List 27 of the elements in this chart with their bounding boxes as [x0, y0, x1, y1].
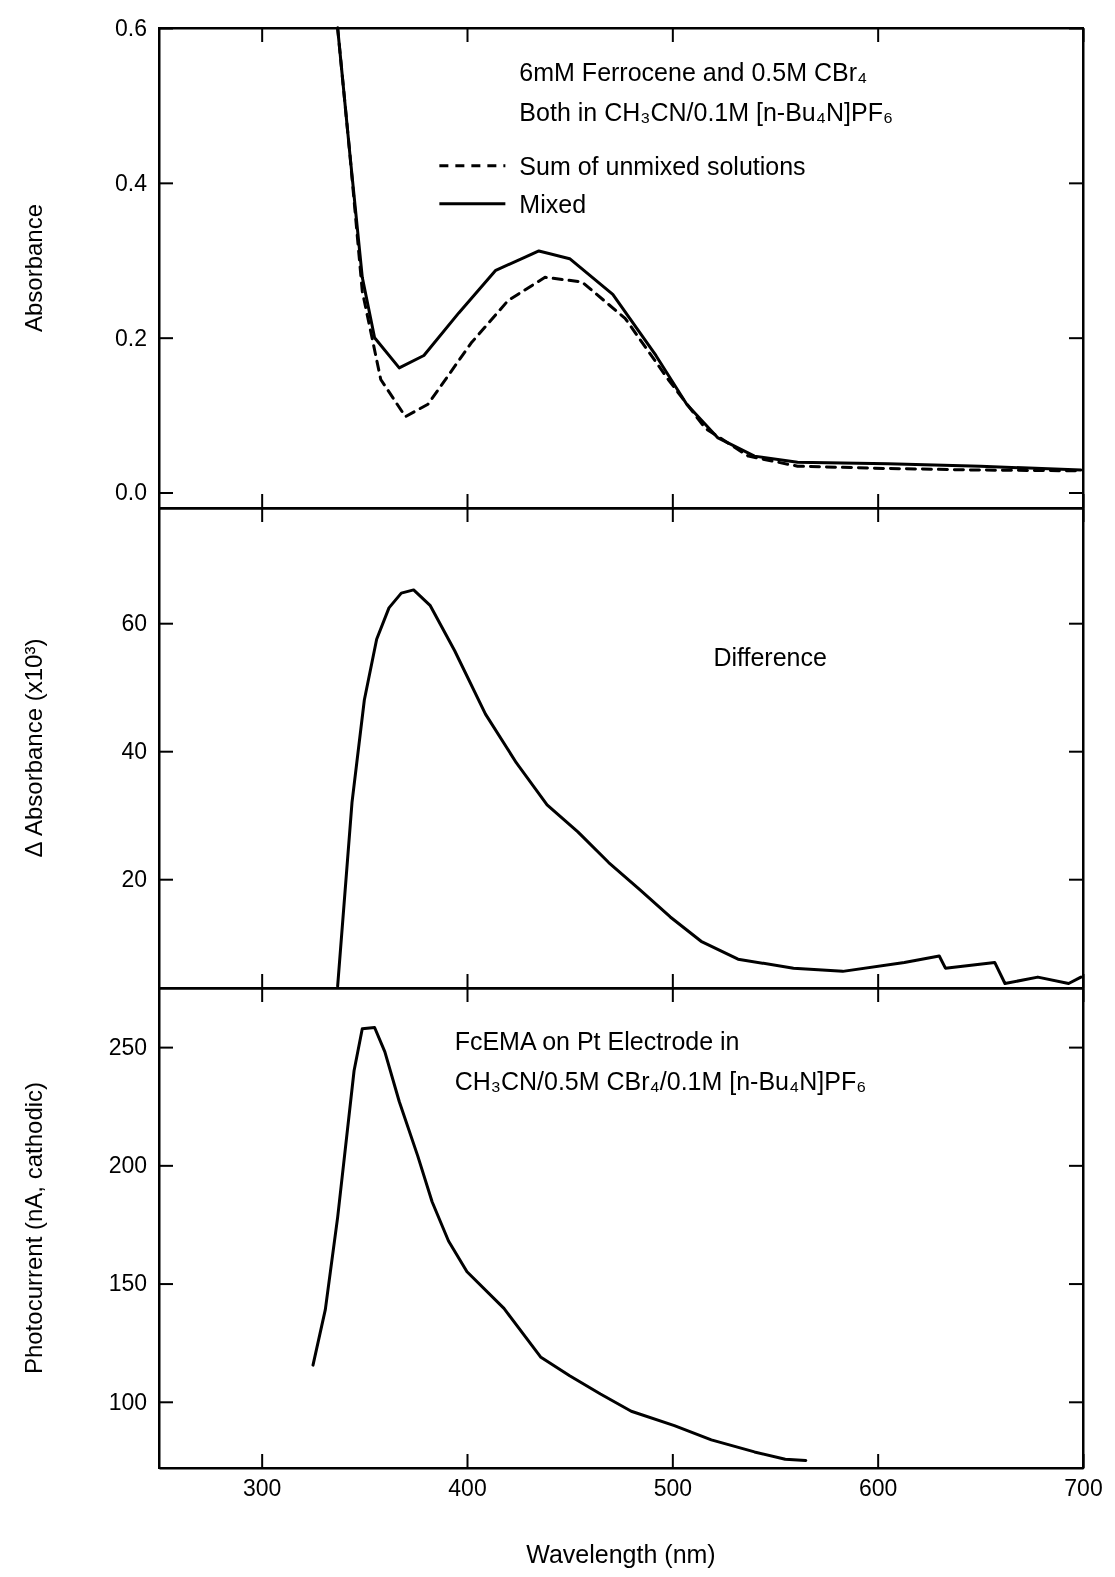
y-tick-label: 150: [108, 1270, 147, 1297]
x-tick-label: 500: [653, 1475, 693, 1502]
y-tick-label: 100: [108, 1388, 147, 1415]
legend-label: Sum of unmixed solutions: [519, 151, 806, 180]
y-axis-title: Absorbance: [20, 203, 47, 333]
annotation: 6mM Ferrocene and 0.5M CBr₄: [519, 57, 868, 86]
x-axis-title: Wavelength (nm): [526, 1540, 716, 1568]
y-tick-label: 60: [121, 610, 147, 637]
annotation: Difference: [713, 643, 827, 672]
y-axis-title: Δ Absorbance (x10³): [20, 638, 47, 858]
x-tick-label: 300: [242, 1475, 282, 1502]
annotation: FcEMA on Pt Electrode in: [454, 1027, 740, 1056]
x-tick-label: 700: [1064, 1475, 1103, 1502]
y-tick-label: 0.2: [115, 324, 147, 351]
y-tick-label: 0.0: [115, 479, 147, 506]
annotation: CH₃CN/0.5M CBr₄/0.1M [n-Bu₄N]PF₆: [454, 1067, 867, 1096]
y-tick-label: 40: [121, 738, 147, 765]
y-tick-label: 200: [108, 1152, 147, 1179]
y-tick-label: 250: [108, 1033, 147, 1060]
x-tick-label: 600: [858, 1475, 898, 1502]
y-tick-label: 20: [121, 866, 147, 893]
annotation: Both in CH₃CN/0.1M [n-Bu₄N]PF₆: [519, 97, 893, 126]
x-tick-label: 400: [448, 1475, 487, 1502]
y-axis-title: Photocurrent (nA, cathodic): [20, 1081, 47, 1375]
legend-label: Mixed: [519, 189, 587, 218]
y-tick-label: 0.4: [115, 169, 148, 196]
y-tick-label: 0.6: [115, 14, 147, 41]
